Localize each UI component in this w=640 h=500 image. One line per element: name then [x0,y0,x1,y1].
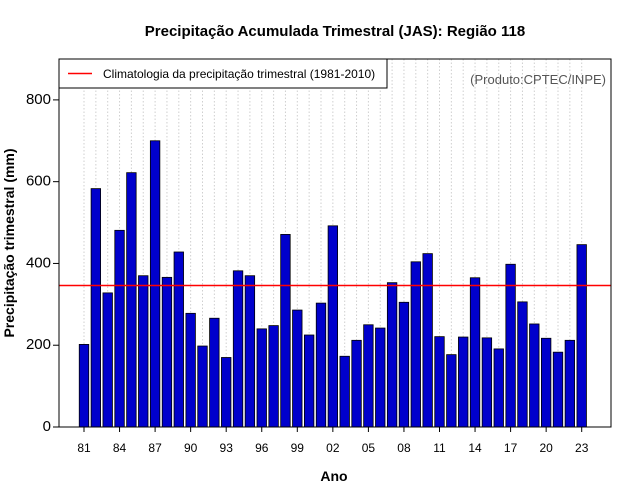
bar-1996 [256,328,267,428]
bar-1982 [90,188,101,428]
x-tick-label: 11 [433,441,446,455]
x-axis-label: Ano [320,468,347,484]
bar-1994 [232,270,244,428]
y-tick-label: 600 [26,173,51,190]
bar-1989 [173,251,184,428]
bar-1999 [292,309,303,428]
bar-2012 [446,354,457,428]
y-tick-label: 800 [26,91,51,108]
x-tick-label: 02 [326,441,340,455]
legend-label: Climatologia da precipitação trimestral … [103,67,375,81]
bar-2014 [469,277,481,428]
y-tick-label: 200 [26,336,51,353]
bar-1983 [102,292,113,428]
bar-2021 [552,351,564,428]
x-tick-label: 20 [539,441,553,455]
bar-2000 [303,334,315,428]
y-tick-label: 400 [26,254,51,271]
bar-2011 [434,336,445,428]
x-tick-label: 96 [255,441,269,455]
bar-1987 [149,140,161,428]
bar-2020 [541,337,552,428]
bar-2013 [458,336,469,428]
bar-2008 [398,301,410,428]
x-tick-label: 17 [504,441,518,455]
bars [78,140,587,428]
x-tick-label: 81 [77,441,91,455]
bar-1997 [268,325,279,428]
bar-1981 [78,344,90,428]
x-tick-label: 05 [362,441,376,455]
bar-1998 [280,234,291,428]
bar-2004 [351,339,362,428]
bar-2023 [576,244,587,428]
bar-1990 [185,312,196,428]
x-tick-label: 87 [148,441,162,455]
bar-2001 [315,302,327,428]
x-tick-label: 23 [575,441,589,455]
bar-1985 [126,172,137,428]
bar-2002 [327,225,339,428]
bar-1984 [114,229,125,428]
y-axis: 0 200 400 600 800 [26,91,59,435]
bar-2010 [422,253,433,428]
bar-1988 [161,276,173,428]
y-tick-label: 0 [43,418,51,435]
x-tick-label: 99 [291,441,305,455]
y-axis-label: Precipitação trimestral (mm) [1,148,17,337]
bar-1993 [221,357,232,428]
legend-box [58,58,388,89]
bar-2009 [410,261,421,428]
bar-2007 [386,282,398,428]
bar-2022 [564,339,575,428]
bar-1992 [209,317,220,428]
bar-2005 [363,324,374,428]
bar-2017 [505,263,516,428]
bar-2019 [529,323,540,428]
bar-2015 [481,337,493,428]
bar-1986 [138,275,149,428]
bar-1991 [197,345,208,428]
x-tick-label: 90 [184,441,198,455]
x-tick-label: 14 [468,441,482,455]
bar-2018 [517,301,528,428]
x-tick-label: 84 [113,441,127,455]
bar-2006 [375,327,386,428]
credit-text: (Produto:CPTEC/INPE) [470,72,606,87]
bar-1995 [244,275,256,428]
bar-2016 [493,348,504,428]
x-axis: 81 84 87 90 93 96 99 02 05 08 11 14 17 20 23 [77,427,589,455]
legend: Climatologia da precipitação trimestral … [58,58,388,89]
x-tick-label: 93 [220,441,234,455]
bar-2003 [339,355,350,428]
x-tick-label: 08 [397,441,411,455]
chart-title: Precipitação Acumulada Trimestral (JAS):… [145,23,525,40]
